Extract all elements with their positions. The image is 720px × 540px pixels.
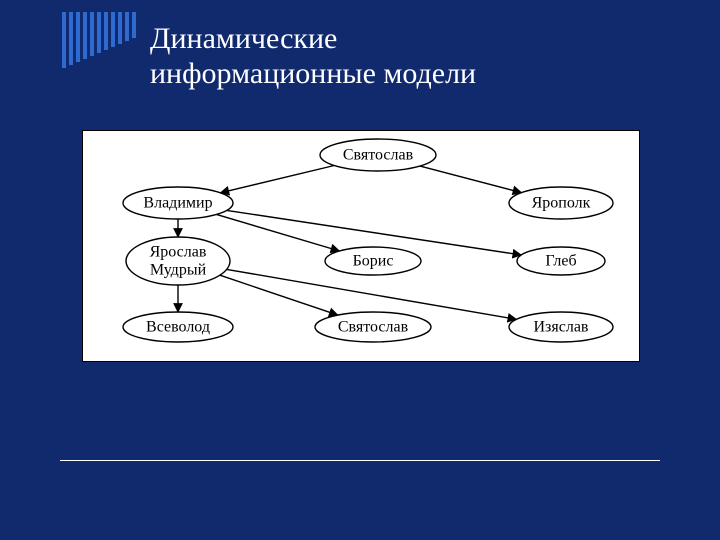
node-label: Мудрый [150,262,207,279]
edge [220,275,338,315]
decorative-bars [62,12,136,68]
edge [227,210,521,255]
node-label: Всеволод [146,319,210,336]
node-label: Изяслав [534,319,589,336]
nodes: Святослав Владимир Ярополк ЯрославМудрый Бор… [123,139,613,342]
edge [216,214,339,251]
node-label: Владимир [143,195,212,212]
title-line2: информационные модели [150,57,476,92]
node-label: Глеб [545,253,576,270]
slide: Динамические информационные модели Свято… [0,0,720,540]
edge [220,166,334,193]
edges [178,166,521,320]
diagram-svg: Святослав Владимир Ярополк ЯрославМудрый Бор… [83,131,639,361]
title-block: Динамические информационные модели [150,22,476,91]
node-label: Святослав [338,319,409,336]
node-label: Борис [353,253,394,270]
title-line1: Динамические [150,22,476,57]
node-label: Ярослав [150,244,207,261]
node-label: Ярополк [532,195,591,212]
genealogy-diagram: Святослав Владимир Ярополк ЯрославМудрый Бор… [82,130,640,362]
bottom-divider [60,460,660,461]
node-label: Святослав [343,147,414,164]
edge [420,166,521,193]
